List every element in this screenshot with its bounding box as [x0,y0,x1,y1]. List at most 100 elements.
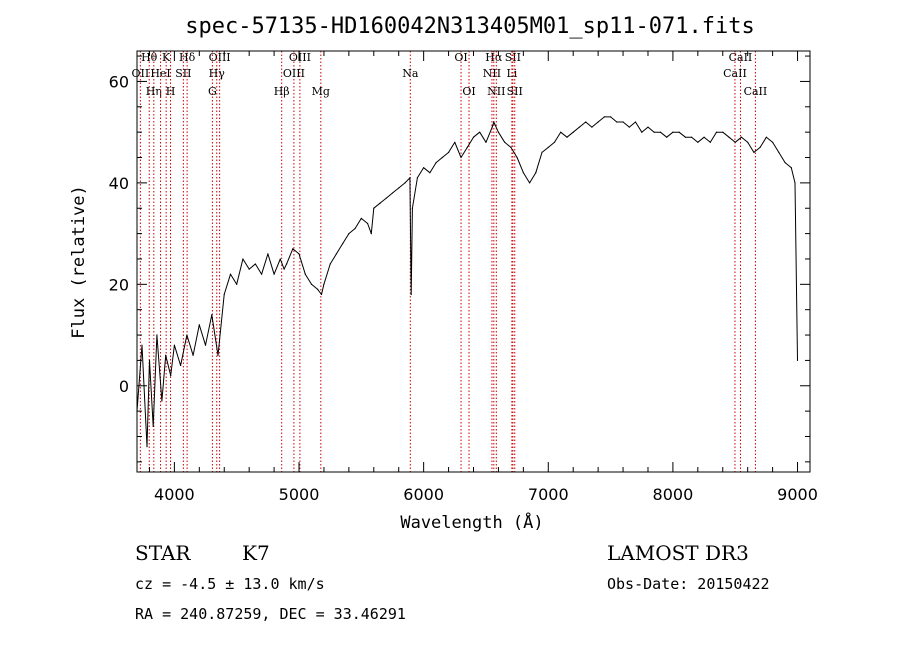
data-point-36 [329,263,331,265]
marker-label-23: SII [507,85,523,98]
data-point-40 [354,227,356,230]
data-point-25 [273,273,275,275]
data-point-109 [759,146,761,148]
data-point-37 [335,253,337,255]
data-point-14 [204,344,207,346]
marker-label-8: OIII [209,51,231,64]
data-point-97 [684,136,687,138]
data-point-113 [784,162,786,164]
y-tick-label-40: 40 [109,174,129,193]
data-point-71 [522,172,525,174]
data-point-56 [435,162,437,164]
data-point-108 [753,151,755,153]
data-point-48 [398,187,400,189]
data-point-83 [597,121,599,123]
data-point-12 [192,354,194,356]
data-point-96 [678,131,680,133]
data-point-8 [170,375,172,377]
data-point-86 [616,121,618,123]
data-point-76 [553,141,556,143]
data-point-3 [148,359,151,361]
data-point-107 [747,141,749,143]
data-point-43 [370,233,372,235]
data-point-101 [709,141,711,143]
data-point-104 [728,136,730,138]
data-point-5 [156,334,158,336]
marker-label-6: H [166,85,176,98]
marker-label-0: Hθ [141,51,158,64]
x-tick-label-6000: 6000 [403,485,444,504]
data-point-15 [211,314,213,316]
data-point-105 [734,141,736,143]
data-point-59 [454,141,456,143]
marker-label-15: Na [402,67,419,80]
data-point-29 [292,248,294,250]
data-point-4 [152,425,154,427]
data-point-95 [672,131,674,133]
data-point-82 [591,126,593,128]
data-point-34 [320,293,323,296]
data-point-70 [516,156,518,159]
data-point-85 [610,116,612,118]
marker-label-18: Hα [485,51,503,64]
data-point-69 [510,146,512,148]
data-point-50 [409,177,411,179]
subclass: K7 [242,541,270,565]
data-point-52 [411,207,413,209]
chart-title: spec-57135-HD160042N313405M01_sp11-071.f… [185,14,755,39]
x-axis: 4000 5000 6000 7000 8000 9000 [148,51,818,504]
data-point-46 [385,197,387,199]
data-point-33 [317,288,319,290]
data-point-68 [504,141,506,143]
obs-date: Obs-Date: 20150422 [607,575,770,593]
data-point-60 [460,156,462,159]
object-class: STAR [135,541,191,565]
plot-frame [136,50,811,473]
marker-label-5: SII [175,67,191,80]
data-point-116 [796,359,799,361]
y-tick-label-20: 20 [109,275,129,294]
data-point-102 [715,131,718,133]
data-point-39 [348,233,350,235]
data-point-80 [578,126,581,128]
series-line-0 [136,116,798,448]
data-point-1 [141,344,143,346]
marker-label-12: OIII [283,67,305,80]
y-axis-label: Flux (relative) [69,185,89,339]
data-point-93 [659,131,662,133]
marker-label-14: Mg [312,85,330,98]
data-point-28 [286,263,288,265]
data-point-94 [666,136,668,138]
data-point-87 [622,121,624,123]
y-axis: 0 20 40 60 [109,55,810,463]
x-tick-label-9000: 9000 [777,485,818,504]
marker-label-21: Li [506,67,517,80]
data-point-6 [161,400,163,402]
coordinates: RA = 240.87259, DEC = 33.46291 [135,605,406,623]
data-point-92 [653,131,655,133]
data-point-73 [535,172,537,174]
line-markers: Hθ OII Hη K HeI SII H Hδ OIII Hγ G OIII OIII Hβ Mg Na OI… [132,51,767,472]
marker-label-10: G [208,85,217,98]
data-point-49 [404,182,406,184]
marker-label-16: OI [454,51,467,64]
marker-label-9: Hγ [209,67,226,80]
data-point-26 [279,258,281,260]
data-point-19 [236,283,238,285]
data-point-45 [379,202,381,204]
data-point-66 [493,121,495,123]
data-point-81 [585,121,587,123]
x-tick-label-4000: 4000 [154,485,195,504]
data-point-89 [634,121,637,123]
data-point-100 [703,136,705,138]
data-point-51 [410,293,412,296]
data-point-111 [772,141,774,143]
marker-label-22: NII [487,85,505,98]
data-point-30 [298,253,300,255]
marker-label-1: OII [132,67,150,80]
data-point-103 [722,131,724,133]
data-point-20 [242,258,244,260]
data-point-18 [229,273,232,275]
data-point-61 [466,146,468,148]
data-point-115 [794,182,796,184]
